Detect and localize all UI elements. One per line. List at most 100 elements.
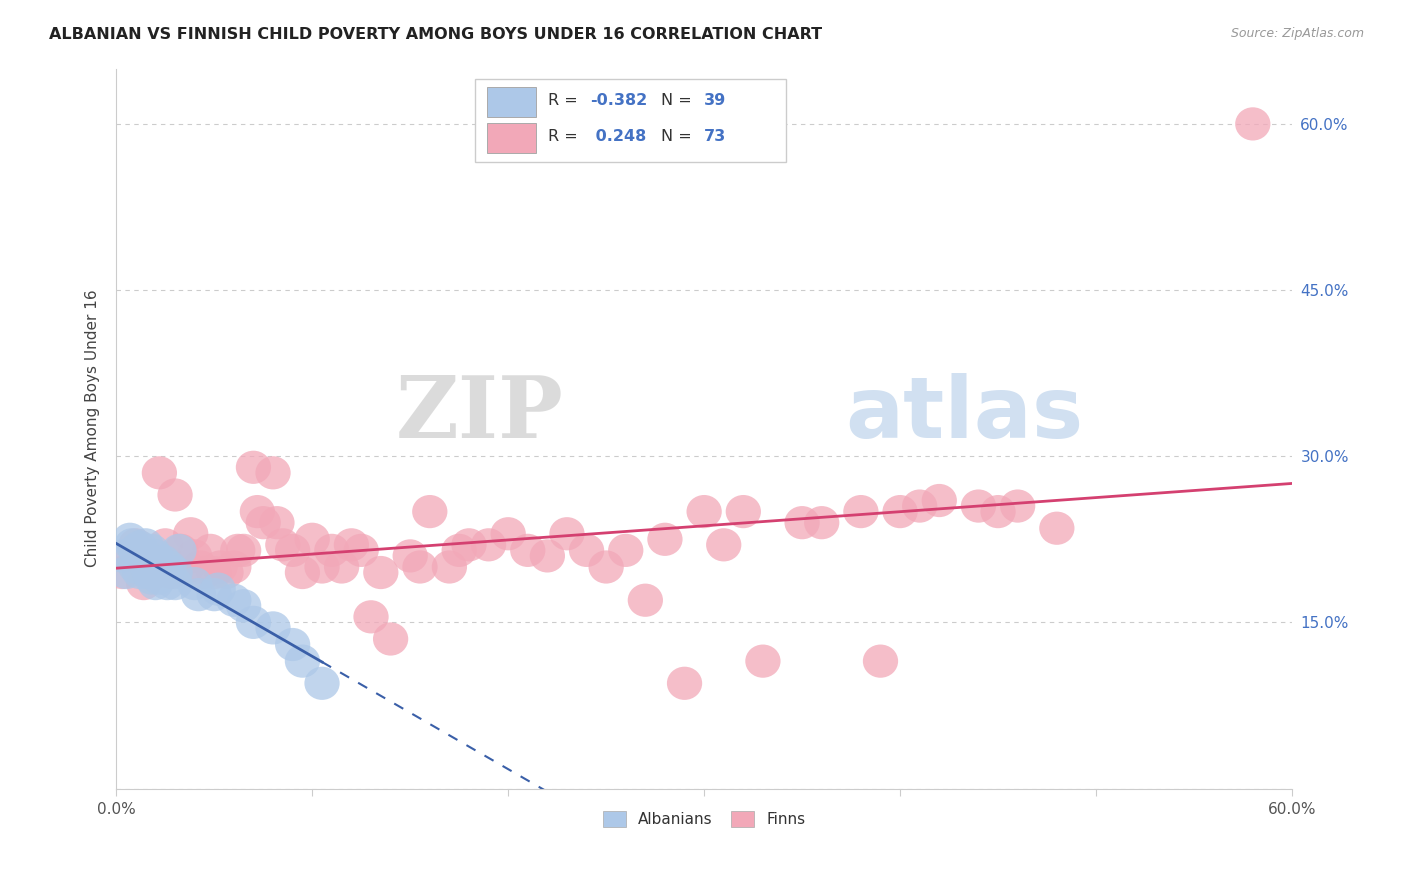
Ellipse shape — [162, 533, 197, 567]
Ellipse shape — [202, 550, 238, 583]
Ellipse shape — [138, 540, 173, 573]
Ellipse shape — [412, 495, 447, 528]
FancyBboxPatch shape — [486, 122, 536, 153]
Ellipse shape — [530, 540, 565, 573]
Ellipse shape — [1039, 512, 1074, 545]
Ellipse shape — [804, 506, 839, 540]
Ellipse shape — [129, 550, 166, 583]
Ellipse shape — [134, 533, 169, 567]
Ellipse shape — [323, 550, 360, 583]
Ellipse shape — [363, 556, 398, 589]
Ellipse shape — [122, 531, 157, 564]
Ellipse shape — [221, 533, 256, 567]
Ellipse shape — [276, 533, 311, 567]
Text: N =: N = — [661, 94, 696, 109]
Ellipse shape — [285, 556, 321, 589]
Text: 39: 39 — [704, 94, 727, 109]
Ellipse shape — [118, 533, 153, 567]
Ellipse shape — [239, 495, 276, 528]
Ellipse shape — [127, 567, 162, 600]
Ellipse shape — [256, 611, 291, 645]
Ellipse shape — [666, 666, 702, 700]
Ellipse shape — [647, 523, 682, 556]
Ellipse shape — [157, 567, 193, 600]
Ellipse shape — [471, 528, 506, 561]
Ellipse shape — [903, 490, 938, 523]
Ellipse shape — [127, 540, 162, 573]
Text: N =: N = — [661, 129, 696, 145]
Ellipse shape — [226, 533, 262, 567]
Ellipse shape — [285, 645, 321, 678]
Ellipse shape — [276, 628, 311, 661]
Ellipse shape — [259, 506, 295, 540]
Ellipse shape — [1234, 107, 1271, 141]
Ellipse shape — [104, 556, 139, 589]
Ellipse shape — [441, 533, 477, 567]
Ellipse shape — [609, 533, 644, 567]
Ellipse shape — [706, 528, 741, 561]
Ellipse shape — [118, 550, 153, 583]
Ellipse shape — [177, 540, 212, 573]
Text: ZIP: ZIP — [395, 372, 562, 456]
Ellipse shape — [217, 583, 252, 617]
Ellipse shape — [883, 495, 918, 528]
Ellipse shape — [295, 523, 330, 556]
Ellipse shape — [148, 556, 183, 589]
Ellipse shape — [183, 550, 218, 583]
Text: ALBANIAN VS FINNISH CHILD POVERTY AMONG BOYS UNDER 16 CORRELATION CHART: ALBANIAN VS FINNISH CHILD POVERTY AMONG … — [49, 27, 823, 42]
Ellipse shape — [208, 556, 243, 589]
Ellipse shape — [114, 528, 149, 561]
Ellipse shape — [157, 478, 193, 512]
Ellipse shape — [745, 645, 780, 678]
Ellipse shape — [402, 550, 437, 583]
Ellipse shape — [163, 533, 198, 567]
Ellipse shape — [304, 666, 340, 700]
Ellipse shape — [118, 528, 153, 561]
Ellipse shape — [187, 556, 222, 589]
Ellipse shape — [132, 556, 167, 589]
Ellipse shape — [236, 450, 271, 483]
Text: 0.248: 0.248 — [591, 129, 647, 145]
Text: -0.382: -0.382 — [591, 94, 647, 109]
Ellipse shape — [149, 567, 184, 600]
Ellipse shape — [432, 550, 467, 583]
Ellipse shape — [128, 528, 163, 561]
Ellipse shape — [686, 495, 721, 528]
Text: R =: R = — [548, 129, 582, 145]
Ellipse shape — [256, 456, 291, 490]
Text: atlas: atlas — [845, 373, 1084, 456]
Ellipse shape — [333, 528, 368, 561]
Ellipse shape — [111, 540, 146, 573]
Ellipse shape — [153, 556, 188, 589]
Ellipse shape — [138, 556, 173, 589]
Text: 73: 73 — [704, 129, 727, 145]
Text: R =: R = — [548, 94, 582, 109]
Ellipse shape — [510, 533, 546, 567]
Ellipse shape — [142, 456, 177, 490]
Ellipse shape — [922, 483, 957, 517]
Ellipse shape — [112, 523, 148, 556]
Ellipse shape — [197, 556, 232, 589]
Ellipse shape — [201, 573, 236, 606]
Ellipse shape — [343, 533, 378, 567]
Ellipse shape — [373, 623, 408, 656]
Ellipse shape — [960, 490, 995, 523]
Ellipse shape — [589, 550, 624, 583]
Ellipse shape — [217, 550, 252, 583]
Ellipse shape — [1000, 490, 1035, 523]
Ellipse shape — [844, 495, 879, 528]
Ellipse shape — [138, 556, 173, 589]
Ellipse shape — [128, 545, 163, 578]
Ellipse shape — [304, 550, 340, 583]
Y-axis label: Child Poverty Among Boys Under 16: Child Poverty Among Boys Under 16 — [86, 290, 100, 567]
Ellipse shape — [246, 506, 281, 540]
Ellipse shape — [451, 528, 486, 561]
Ellipse shape — [134, 561, 169, 595]
Ellipse shape — [157, 556, 193, 589]
Ellipse shape — [569, 533, 605, 567]
Ellipse shape — [236, 606, 271, 639]
Ellipse shape — [353, 600, 388, 633]
Ellipse shape — [122, 556, 157, 589]
Ellipse shape — [491, 517, 526, 550]
Ellipse shape — [392, 540, 427, 573]
